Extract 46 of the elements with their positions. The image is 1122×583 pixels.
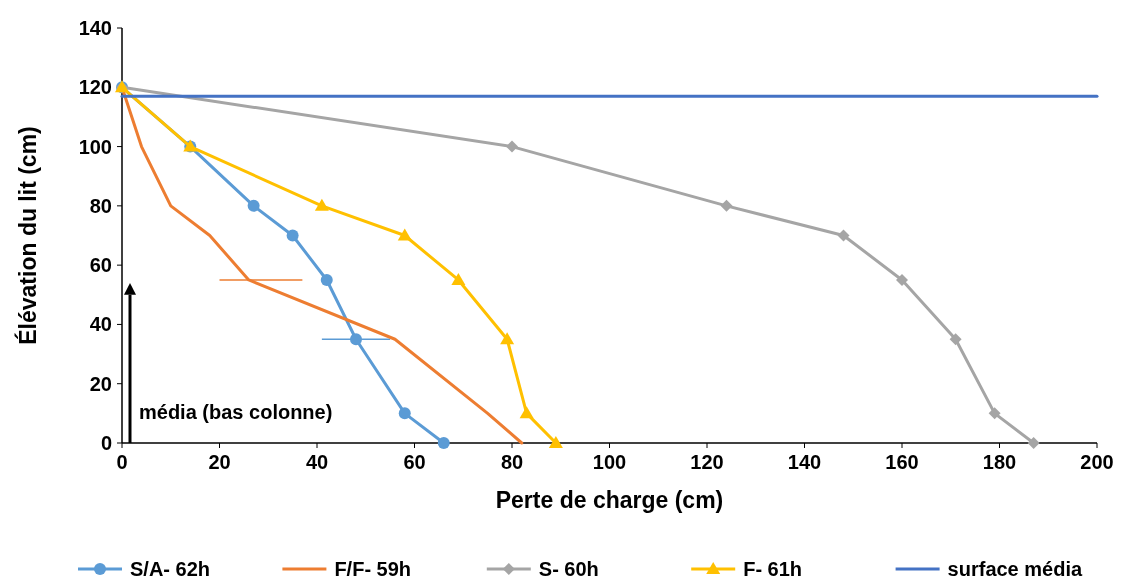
y-tick-label: 80	[89, 194, 112, 217]
point	[247, 199, 260, 212]
point	[286, 229, 299, 242]
y-tick-label: 120	[78, 76, 112, 99]
x-tick-label: 40	[305, 451, 329, 473]
point	[988, 407, 1001, 420]
point	[896, 273, 908, 286]
legend-label: S- 60h	[538, 558, 599, 580]
point	[500, 332, 515, 345]
x-tick-label: 120	[690, 451, 724, 473]
y-tick-label: 140	[78, 17, 112, 39]
x-tick-label: 100	[592, 451, 627, 473]
point	[519, 406, 534, 419]
point	[506, 140, 518, 153]
point	[350, 333, 362, 346]
point	[398, 407, 411, 420]
point	[548, 436, 563, 448]
point	[397, 228, 412, 241]
legend-label: S/A- 62h	[130, 558, 211, 580]
y-tick-label: 20	[89, 372, 112, 395]
x-tick-label: 80	[500, 451, 524, 473]
x-tick-label: 180	[982, 451, 1017, 473]
y-tick-label: 60	[89, 254, 112, 277]
point	[720, 199, 733, 212]
x-tick-label: 60	[403, 451, 426, 473]
point	[1027, 437, 1040, 449]
legend-label: F/F- 59h	[334, 558, 412, 580]
x-tick-label: 140	[787, 451, 822, 473]
point	[949, 333, 962, 346]
y-tick-label: 40	[89, 313, 112, 336]
point	[837, 229, 850, 242]
x-axis-title: Perte de charge (cm)	[495, 487, 724, 513]
x-tick-label: 0	[116, 451, 128, 473]
x-tick-label: 160	[885, 451, 919, 473]
y-tick-label: 0	[100, 432, 112, 454]
x-tick-label: 20	[208, 451, 231, 473]
x-tick-label: 200	[1080, 451, 1114, 473]
annotation: média (bas colonne)	[139, 401, 333, 424]
point	[320, 273, 333, 286]
legend-label: surface média	[947, 558, 1083, 580]
point	[451, 272, 466, 285]
legend-label: F- 61h	[743, 558, 803, 580]
point	[437, 437, 450, 449]
y-tick-label: 100	[78, 135, 112, 158]
y-axis-title: Élévation du lit (cm)	[14, 126, 41, 345]
point	[314, 198, 329, 211]
